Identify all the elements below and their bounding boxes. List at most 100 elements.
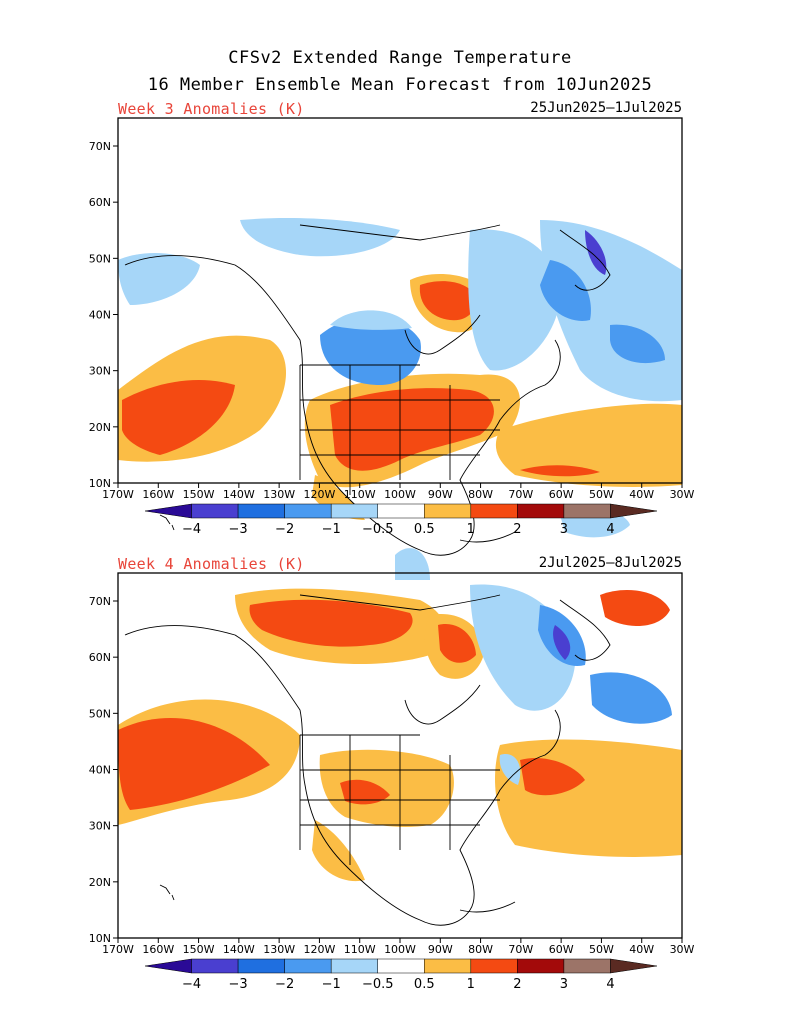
week3-colorbar-swatch: [517, 503, 565, 519]
week4-date-range: 2Jul2025–8Jul2025: [538, 555, 682, 571]
week4-lon-label: 70W: [508, 943, 533, 956]
chart-subtitle: 16 Member Ensemble Mean Forecast from 10…: [147, 75, 653, 95]
week4-colorbar-label: −1: [322, 977, 341, 992]
week4-lon-label: 170W: [102, 943, 134, 956]
week4-coastlines: [124, 594, 611, 926]
week4-colorbar-swatch: [470, 958, 518, 974]
week4-lat-label: 50N: [89, 707, 111, 720]
week4-lat-label: 30N: [89, 820, 111, 833]
week4-colorbar-label: −0.5: [362, 977, 394, 992]
week4-colorbar-label: 1: [467, 977, 475, 992]
week4-colorbar: −4 −3 −2 −1 −0.5 0.5 1 2 3 4: [144, 958, 658, 992]
week3-label: Week 3 Anomalies (K): [118, 100, 305, 118]
week4-colorbar-swatch: [563, 958, 611, 974]
week3-lat-label: 50N: [89, 252, 111, 265]
week3-colorbar-swatch: [470, 503, 518, 519]
week3-lon-label: 80W: [468, 488, 493, 501]
week4-lat-label: 60N: [89, 651, 111, 664]
week4-colorbar-label: 4: [606, 977, 614, 992]
week3-lon-label: 50W: [589, 488, 614, 501]
week3-lat-label: 60N: [89, 196, 111, 209]
week3-lon-label: 30W: [670, 488, 695, 501]
week4-colorbar-swatch: [424, 958, 472, 974]
week3-colorbar-label: −3: [229, 522, 248, 537]
week4-lon-label: 150W: [183, 943, 215, 956]
week4-lon-label: 80W: [468, 943, 493, 956]
week4-panel: Week 4 Anomalies (K) 2Jul2025–8Jul2025: [0, 555, 800, 1035]
week3-lon-label: 90W: [428, 488, 453, 501]
week4-colorbar-swatch: [144, 958, 192, 974]
week3-lon-label: 150W: [183, 488, 215, 501]
week4-lon-label: 130W: [263, 943, 295, 956]
week4-colorbar-swatch: [610, 958, 658, 974]
week3-colorbar-swatch: [144, 503, 192, 519]
week3-lon-label: 40W: [629, 488, 654, 501]
week3-colorbar-swatch: [424, 503, 472, 519]
week3-colorbar-label: 0.5: [414, 522, 435, 537]
week3-lon-label: 130W: [263, 488, 295, 501]
week4-lon-label: 90W: [428, 943, 453, 956]
week4-lon-label: 60W: [549, 943, 574, 956]
week4-colorbar-swatch: [330, 958, 378, 974]
week3-colorbar-label: −2: [275, 522, 294, 537]
week3-lat-label: 70N: [89, 140, 111, 153]
week3-lon-label: 70W: [508, 488, 533, 501]
week3-colorbar-label: 2: [513, 522, 521, 537]
week3-lon-label: 110W: [344, 488, 376, 501]
week3-colorbar-swatch: [284, 503, 332, 519]
week3-anomaly-field: [118, 218, 682, 580]
week4-lon-label: 160W: [142, 943, 174, 956]
week3-colorbar-label: −1: [322, 522, 341, 537]
week3-lon-label: 100W: [384, 488, 416, 501]
week4-colorbar-swatch: [284, 958, 332, 974]
week4-colorbar-label: −2: [275, 977, 294, 992]
week3-lat-label: 10N: [89, 477, 111, 490]
week3-colorbar-label: −4: [182, 522, 201, 537]
week3-lon-label: 60W: [549, 488, 574, 501]
week4-colorbar-swatch: [517, 958, 565, 974]
week3-colorbar-swatch: [610, 503, 658, 519]
week3-lon-label: 160W: [142, 488, 174, 501]
week3-colorbar-swatch: [191, 503, 239, 519]
week3-colorbar-label: 3: [560, 522, 568, 537]
week4-lat-label: 40N: [89, 764, 111, 777]
week4-lon-label: 40W: [629, 943, 654, 956]
week4-colorbar-swatch: [191, 958, 239, 974]
week4-colorbar-swatch: [377, 958, 425, 974]
week4-colorbar-label: 0.5: [414, 977, 435, 992]
week3-lon-label: 120W: [303, 488, 335, 501]
week4-lon-label: 50W: [589, 943, 614, 956]
week3-colorbar-label: 4: [606, 522, 614, 537]
week4-lon-label: 110W: [344, 943, 376, 956]
week3-panel: Week 3 Anomalies (K) 25Jun2025–1Jul2025: [0, 100, 800, 580]
week4-colorbar-label: −3: [229, 977, 248, 992]
week4-colorbar-label: 3: [560, 977, 568, 992]
week3-colorbar: −4 −3 −2 −1 −0.5 0.5 1 2 3 4: [144, 503, 658, 537]
week4-lon-label: 140W: [223, 943, 255, 956]
week4-label: Week 4 Anomalies (K): [118, 555, 305, 573]
week4-colorbar-label: 2: [513, 977, 521, 992]
week3-lon-label: 170W: [102, 488, 134, 501]
week4-lon-label: 30W: [670, 943, 695, 956]
week3-colorbar-label: 1: [467, 522, 475, 537]
week3-lat-label: 20N: [89, 421, 111, 434]
week4-colorbar-swatch: [237, 958, 285, 974]
week3-coastlines: [124, 224, 611, 556]
week4-lat-label: 70N: [89, 595, 111, 608]
week3-lon-label: 140W: [223, 488, 255, 501]
week4-lat-label: 10N: [89, 932, 111, 945]
chart-title: CFSv2 Extended Range Temperature: [228, 48, 572, 68]
week3-date-range: 25Jun2025–1Jul2025: [530, 100, 682, 116]
week3-colorbar-label: −0.5: [362, 522, 394, 537]
week3-colorbar-swatch: [237, 503, 285, 519]
week4-anomaly-field: [118, 584, 682, 882]
week4-colorbar-label: −4: [182, 977, 201, 992]
week4-lat-label: 20N: [89, 876, 111, 889]
week3-colorbar-swatch: [377, 503, 425, 519]
week4-lon-label: 100W: [384, 943, 416, 956]
week3-colorbar-swatch: [330, 503, 378, 519]
